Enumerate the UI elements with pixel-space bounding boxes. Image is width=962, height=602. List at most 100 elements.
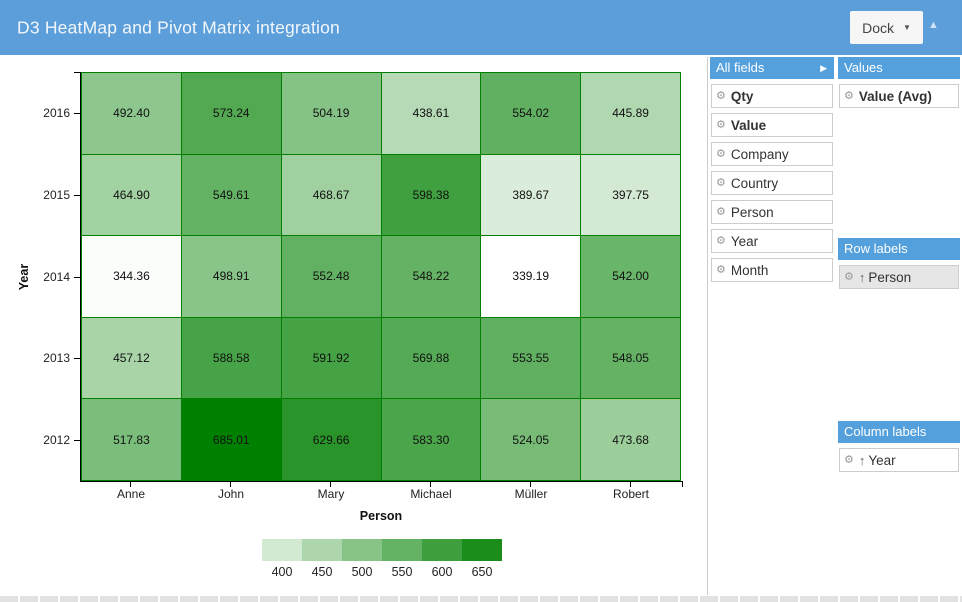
y-axis-tick bbox=[74, 276, 80, 278]
all-fields-header[interactable]: All fields ▶ bbox=[710, 57, 834, 79]
x-axis-tick bbox=[230, 482, 231, 487]
heatmap-cell[interactable]: 344.36 bbox=[82, 236, 181, 317]
field-item-company[interactable]: ⚙ Company bbox=[711, 142, 833, 166]
heatmap-cell[interactable]: 438.61 bbox=[381, 73, 481, 154]
chevron-down-icon: ▼ bbox=[902, 22, 911, 32]
gear-icon[interactable]: ⚙ bbox=[844, 89, 854, 102]
column-labels-area: Column labels ⚙ ↑ Year bbox=[836, 421, 962, 472]
field-item-label: Month bbox=[730, 262, 769, 278]
heatmap-cell[interactable]: 397.75 bbox=[581, 154, 680, 236]
sort-ascending-icon[interactable]: ↑ bbox=[858, 269, 866, 285]
heatmap-cell[interactable]: 685.01 bbox=[181, 399, 281, 480]
field-item-person[interactable]: ⚙ ↑ Person bbox=[839, 265, 959, 289]
field-item-country[interactable]: ⚙ Country bbox=[711, 171, 833, 195]
values-list: ⚙ Value (Avg) bbox=[836, 84, 962, 108]
gear-icon[interactable]: ⚙ bbox=[716, 176, 726, 189]
field-item-year[interactable]: ⚙ Year bbox=[711, 229, 833, 253]
y-axis-title: Year bbox=[17, 263, 31, 291]
heatmap-cell[interactable]: 591.92 bbox=[281, 317, 381, 399]
heatmap-cell[interactable]: 583.30 bbox=[381, 399, 481, 480]
y-axis-outer-tick bbox=[74, 72, 80, 73]
heatmap-cell[interactable]: 552.48 bbox=[281, 236, 381, 317]
field-item-label: Value bbox=[730, 117, 767, 133]
field-item-label: Person bbox=[730, 204, 774, 220]
x-axis-tick-label: Müller bbox=[514, 487, 548, 501]
color-legend: 400 450 500 550 600 650 bbox=[262, 539, 502, 579]
all-fields-header-label: All fields bbox=[716, 60, 765, 75]
heatmap-cell[interactable]: 542.00 bbox=[581, 236, 680, 317]
legend-swatch bbox=[422, 539, 462, 561]
gear-icon[interactable]: ⚙ bbox=[716, 205, 726, 218]
heatmap-cell[interactable]: 569.88 bbox=[381, 317, 481, 399]
field-item-value[interactable]: ⚙ Value bbox=[711, 113, 833, 137]
x-axis-tick bbox=[630, 482, 631, 487]
heatmap-cell[interactable]: 573.24 bbox=[181, 73, 281, 154]
y-axis-tick bbox=[74, 194, 80, 196]
values-area: Values ⚙ Value (Avg) bbox=[836, 57, 962, 108]
column-labels-header: Column labels bbox=[838, 421, 960, 443]
heatmap-cell[interactable]: 517.83 bbox=[82, 399, 181, 480]
field-item-value-avg-[interactable]: ⚙ Value (Avg) bbox=[839, 84, 959, 108]
legend-tick-label: 650 bbox=[471, 565, 493, 579]
heatmap-cell[interactable]: 548.05 bbox=[581, 317, 680, 399]
y-axis-tick bbox=[74, 358, 80, 360]
sort-ascending-icon[interactable]: ↑ bbox=[858, 452, 866, 468]
y-axis-line bbox=[80, 72, 81, 482]
heatmap-cell[interactable]: 464.90 bbox=[82, 154, 181, 236]
heatmap-cell[interactable]: 457.12 bbox=[82, 317, 181, 399]
legend-swatches bbox=[262, 539, 502, 561]
field-item-label: Year bbox=[730, 233, 759, 249]
field-item-person[interactable]: ⚙ Person bbox=[711, 200, 833, 224]
field-item-year[interactable]: ⚙ ↑ Year bbox=[839, 448, 959, 472]
gear-icon[interactable]: ⚙ bbox=[844, 270, 854, 283]
dock-button[interactable]: Dock ▼ bbox=[850, 11, 923, 44]
heatmap-cell[interactable]: 553.55 bbox=[481, 317, 581, 399]
heatmap-cell[interactable]: 548.22 bbox=[381, 236, 481, 317]
heatmap-cell[interactable]: 498.91 bbox=[181, 236, 281, 317]
gear-icon[interactable]: ⚙ bbox=[716, 234, 726, 247]
gear-icon[interactable]: ⚙ bbox=[716, 89, 726, 102]
gear-icon[interactable]: ⚙ bbox=[844, 453, 854, 466]
heatmap-cell[interactable]: 339.19 bbox=[481, 236, 581, 317]
heatmap-cell[interactable]: 445.89 bbox=[581, 73, 680, 154]
heatmap-cell[interactable]: 504.19 bbox=[281, 73, 381, 154]
field-item-month[interactable]: ⚙ Month bbox=[711, 258, 833, 282]
y-axis-tick bbox=[74, 440, 80, 442]
heatmap-cell[interactable]: 524.05 bbox=[481, 399, 581, 480]
row-labels-area: Row labels ⚙ ↑ Person bbox=[836, 238, 962, 289]
gear-icon[interactable]: ⚙ bbox=[716, 147, 726, 160]
page-title: D3 HeatMap and Pivot Matrix integration bbox=[17, 17, 340, 37]
gear-icon[interactable]: ⚙ bbox=[716, 118, 726, 131]
heatmap-cell[interactable]: 549.61 bbox=[181, 154, 281, 236]
all-fields-list: ⚙ Qty ⚙ Value ⚙ Company ⚙ Country ⚙ Person ⚙ Year ⚙ M… bbox=[708, 84, 836, 282]
horizontal-scrollbar[interactable] bbox=[0, 596, 962, 602]
heatmap-cell[interactable]: 629.66 bbox=[281, 399, 381, 480]
legend-swatch bbox=[342, 539, 382, 561]
values-header-label: Values bbox=[844, 60, 883, 75]
heatmap-grid: 492.40 573.24 504.19 438.61 554.02 445.89 464.… bbox=[81, 72, 681, 481]
collapse-panel-icon[interactable]: ▲ bbox=[928, 19, 939, 31]
legend-labels: 400 450 500 550 600 650 bbox=[262, 565, 502, 579]
x-axis-tick-label: Mary bbox=[317, 487, 345, 501]
heatmap-cell[interactable]: 492.40 bbox=[82, 73, 181, 154]
field-item-qty[interactable]: ⚙ Qty bbox=[711, 84, 833, 108]
column-labels-header-label: Column labels bbox=[844, 424, 927, 439]
x-axis-tick-label: Michael bbox=[410, 487, 452, 501]
row-labels-header: Row labels bbox=[838, 238, 960, 260]
heatmap-cell[interactable]: 473.68 bbox=[581, 399, 680, 480]
heatmap-cell[interactable]: 554.02 bbox=[481, 73, 581, 154]
heatmap-cell[interactable]: 598.38 bbox=[381, 154, 481, 236]
row-labels-header-label: Row labels bbox=[844, 241, 908, 256]
dock-button-label: Dock bbox=[862, 19, 894, 36]
legend-tick-label: 600 bbox=[431, 565, 453, 579]
gear-icon[interactable]: ⚙ bbox=[716, 263, 726, 276]
values-header: Values bbox=[838, 57, 960, 79]
heatmap-cell[interactable]: 389.67 bbox=[481, 154, 581, 236]
pivot-areas-panel: Values ⚙ Value (Avg) Row labels ⚙ ↑ Person … bbox=[836, 57, 962, 595]
legend-tick-label: 550 bbox=[391, 565, 413, 579]
y-axis-tick-label: 2013 bbox=[43, 351, 70, 366]
heatmap-cell[interactable]: 468.67 bbox=[281, 154, 381, 236]
legend-tick-label: 400 bbox=[271, 565, 293, 579]
heatmap-cell[interactable]: 588.58 bbox=[181, 317, 281, 399]
